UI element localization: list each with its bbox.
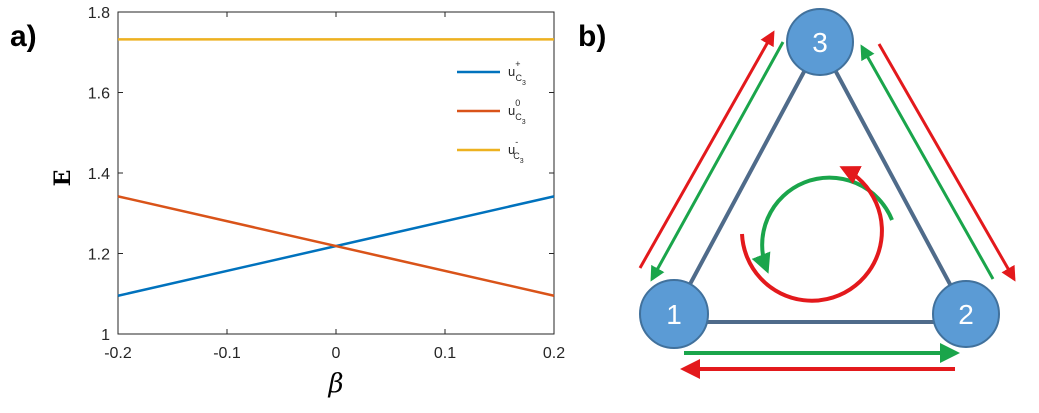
node-1: 1 xyxy=(639,279,709,349)
series-line-1 xyxy=(117,195,555,297)
node-3-label: 3 xyxy=(812,27,828,58)
y-axis-label: E xyxy=(50,170,76,187)
line-chart: -0.2 -0.1 0 0.1 0.2 1 1.2 1.4 1.6 1.8 u+ C3 u0 C3 u-C… xyxy=(50,5,565,399)
panel-label-b: b) xyxy=(578,20,606,53)
node-3: 3 xyxy=(786,8,854,76)
arrow-green-3-to-1 xyxy=(650,41,785,282)
legend-label-1: u0 C3 xyxy=(508,98,526,126)
arrow-red-3-to-2 xyxy=(877,43,1016,282)
legend-label-0: u+ C3 xyxy=(508,59,526,87)
node-3-circle xyxy=(786,8,854,76)
y-tick-label: 1.4 xyxy=(88,166,110,183)
y-tick-label: 1.2 xyxy=(88,247,110,264)
y-tick-label: 1 xyxy=(101,327,110,344)
legend: u+ C3 u0 C3 u-C3 xyxy=(457,59,526,165)
edge-3-1 xyxy=(672,41,822,315)
y-tick-label: 1.6 xyxy=(88,86,110,103)
x-tick-label: 0 xyxy=(332,345,341,362)
node-2: 2 xyxy=(932,280,1000,348)
x-tick-label: -0.1 xyxy=(213,345,241,362)
node-2-circle xyxy=(932,280,1000,348)
triangle-diagram: 3 1 2 xyxy=(638,8,1016,379)
series-lines xyxy=(117,38,555,297)
panel-label-a: a) xyxy=(10,20,37,53)
arrow-red-1-to-3 xyxy=(638,30,775,269)
x-axis-label: β xyxy=(327,369,343,399)
plot-frame xyxy=(117,11,555,335)
arrow-green-2-to-3 xyxy=(860,44,995,280)
x-tick-label: 0.1 xyxy=(434,345,456,362)
circular-arrow-red xyxy=(740,166,884,303)
x-tick-label: -0.2 xyxy=(104,345,132,362)
x-tick-label: 0.2 xyxy=(543,345,565,362)
node-1-label: 1 xyxy=(666,299,682,330)
axis-ticks: -0.2 -0.1 0 0.1 0.2 1 1.2 1.4 1.6 1.8 xyxy=(88,5,565,362)
circular-arrow-green xyxy=(751,175,894,274)
edge-3-2 xyxy=(818,41,968,315)
y-tick-label: 1.8 xyxy=(88,5,110,22)
legend-label-2: u-C3 xyxy=(508,137,524,165)
node-2-label: 2 xyxy=(958,299,974,330)
node-1-circle xyxy=(639,279,709,349)
